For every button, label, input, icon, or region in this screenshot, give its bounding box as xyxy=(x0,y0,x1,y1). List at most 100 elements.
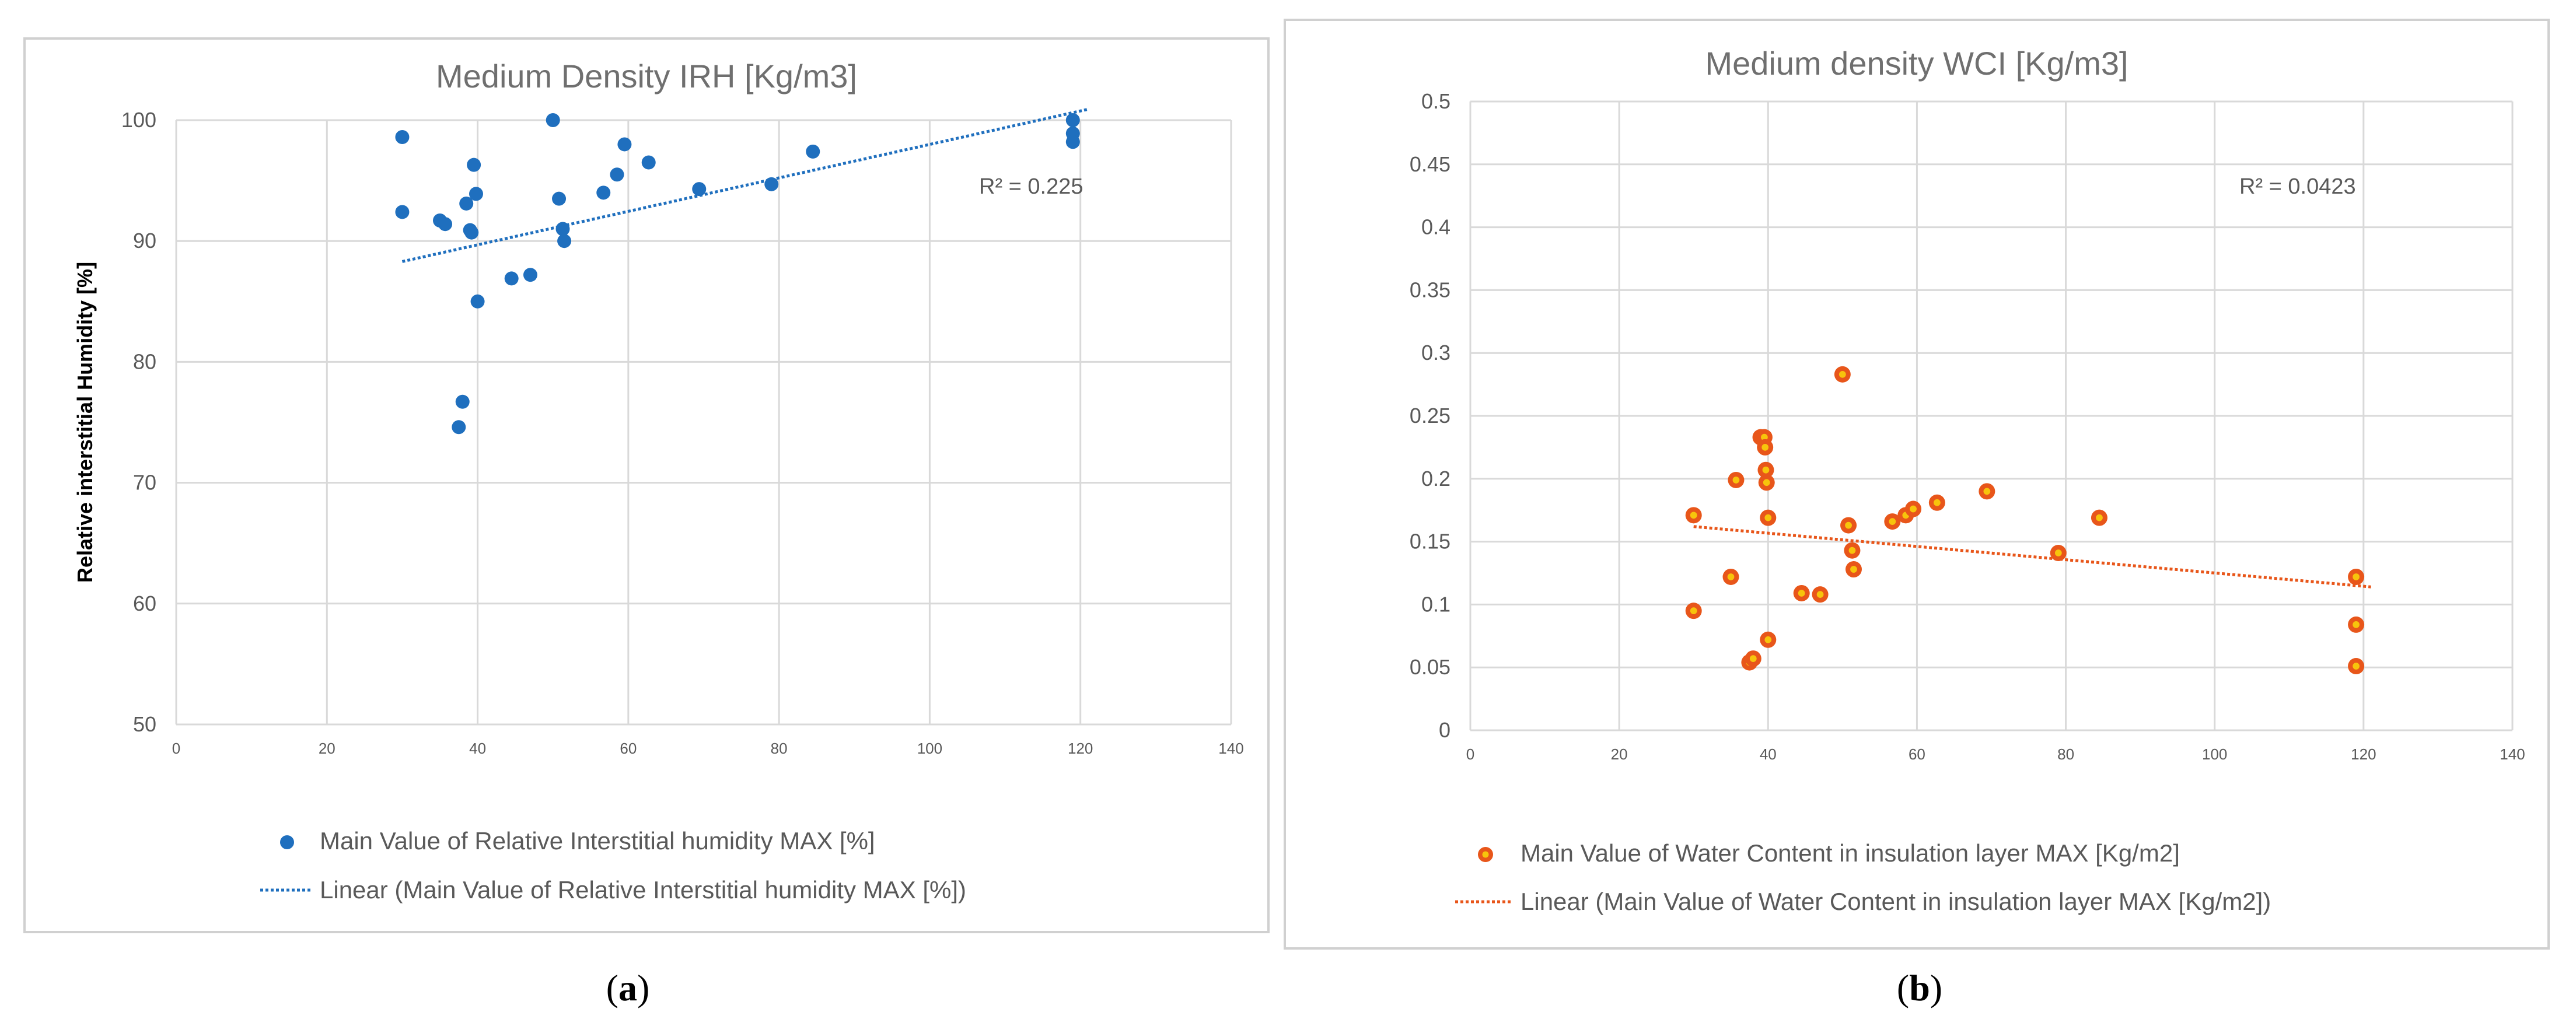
data-point-center xyxy=(1764,636,1772,643)
y-tick-label: 50 xyxy=(133,712,156,736)
data-point-center xyxy=(1850,566,1857,573)
data-point xyxy=(1845,561,1862,578)
y-tick-label: 0 xyxy=(1439,718,1450,742)
y-axis-ticks: 50 60 70 80 90 100 xyxy=(121,108,156,736)
data-point xyxy=(1812,586,1829,603)
data-point xyxy=(1884,513,1901,530)
data-point xyxy=(1928,494,1945,511)
data-point-center xyxy=(2353,573,2360,580)
data-point xyxy=(552,191,567,206)
y-tick-label: 0.45 xyxy=(1410,152,1450,176)
y-tick-label: 0.15 xyxy=(1410,530,1450,554)
x-tick-label: 100 xyxy=(2202,745,2227,763)
y-tick-label: 70 xyxy=(133,471,156,495)
data-point xyxy=(1760,509,1777,526)
legend-label-trendline: Linear (Main Value of Relative Interstit… xyxy=(320,876,966,904)
x-tick-label: 20 xyxy=(1611,745,1628,763)
data-point-center xyxy=(1889,518,1896,525)
x-tick-label: 100 xyxy=(917,740,942,757)
data-point-center xyxy=(2353,663,2360,670)
data-point-center xyxy=(1983,488,1991,495)
data-point xyxy=(596,185,611,200)
data-point xyxy=(557,234,572,248)
data-point-center xyxy=(1732,477,1740,484)
data-point xyxy=(464,225,479,240)
r-squared-annotation: R² = 0.0423 xyxy=(2239,174,2356,199)
data-point xyxy=(555,222,570,236)
data-point-center xyxy=(1761,444,1769,451)
data-point xyxy=(1905,500,1922,517)
data-point-center xyxy=(1761,433,1768,441)
data-point xyxy=(1722,568,1739,585)
x-tick-label: 60 xyxy=(1909,745,1925,763)
data-point xyxy=(1979,483,1995,500)
data-point xyxy=(1065,113,1080,127)
data-point xyxy=(1745,650,1761,667)
data-point xyxy=(2348,568,2365,585)
data-point-center xyxy=(1690,512,1697,519)
data-point-center xyxy=(2353,621,2360,628)
x-tick-label: 140 xyxy=(1218,740,1243,757)
data-point xyxy=(1760,631,1777,648)
legend: Main Value of Relative Interstitial humi… xyxy=(260,827,966,904)
y-tick-label: 0.05 xyxy=(1410,655,1450,679)
x-tick-label: 120 xyxy=(2351,745,2376,763)
data-points xyxy=(395,113,1080,435)
data-point xyxy=(395,205,410,219)
y-tick-label: 0.2 xyxy=(1421,467,1450,491)
data-point xyxy=(467,157,481,172)
y-axis-label: Relative interstitial Humidity [%] xyxy=(73,262,97,583)
x-tick-label: 80 xyxy=(771,740,788,757)
panel-caption: (a) xyxy=(606,967,650,1009)
y-tick-label: 0.5 xyxy=(1421,89,1450,113)
chart-a: Medium Density IRH [Kg/m3] 0 20 40 60 80 100 12… xyxy=(23,37,1270,1009)
data-point xyxy=(1757,439,1774,456)
data-point xyxy=(1834,366,1851,383)
data-point xyxy=(1728,471,1745,488)
x-tick-label: 120 xyxy=(1068,740,1093,757)
data-points xyxy=(1685,366,2365,675)
data-point-center xyxy=(1910,505,1917,513)
x-tick-label: 40 xyxy=(1760,745,1777,763)
data-point-center xyxy=(1845,521,1852,529)
panel-caption: (b) xyxy=(1897,967,1942,1009)
data-point-center xyxy=(1764,514,1772,521)
trendline xyxy=(401,107,1089,263)
data-point xyxy=(1065,135,1080,149)
data-point xyxy=(617,137,632,152)
data-point xyxy=(452,420,466,435)
data-point xyxy=(1844,542,1861,559)
x-axis-ticks: 0 20 40 60 80 100 120 140 xyxy=(172,740,1244,757)
chart-frame xyxy=(23,37,1270,933)
data-point xyxy=(1758,474,1775,491)
data-point-center xyxy=(1727,573,1735,580)
data-point-center xyxy=(2054,549,2062,556)
data-point xyxy=(504,271,519,286)
data-point-center xyxy=(1798,590,1805,597)
legend: Main Value of Water Content in insulatio… xyxy=(1455,839,2271,915)
x-tick-label: 0 xyxy=(172,740,180,757)
data-point xyxy=(1757,461,1774,478)
y-tick-label: 0.4 xyxy=(1421,215,1450,239)
x-tick-label: 140 xyxy=(2500,745,2525,763)
legend-marker-series xyxy=(280,835,294,849)
gridlines xyxy=(1469,100,2514,731)
data-point-center xyxy=(1933,499,1941,506)
data-point xyxy=(395,130,410,145)
y-tick-label: 90 xyxy=(133,229,156,253)
data-point xyxy=(1685,603,1702,619)
x-tick-label: 20 xyxy=(319,740,335,757)
chart-b: Medium density WCI [Kg/m3] 0 20 40 60 80 100 12… xyxy=(1284,19,2550,1009)
data-point xyxy=(641,155,656,170)
legend-label-series: Main Value of Relative Interstitial humi… xyxy=(320,827,875,855)
gridlines xyxy=(175,119,1232,726)
data-point xyxy=(1685,507,1702,524)
data-point-center xyxy=(1838,370,1846,378)
data-point xyxy=(455,394,470,409)
y-tick-label: 60 xyxy=(133,591,156,615)
r-squared-annotation: R² = 0.225 xyxy=(979,174,1083,199)
y-tick-label: 0.35 xyxy=(1410,278,1450,302)
data-point xyxy=(469,187,483,201)
data-point xyxy=(2348,616,2365,633)
